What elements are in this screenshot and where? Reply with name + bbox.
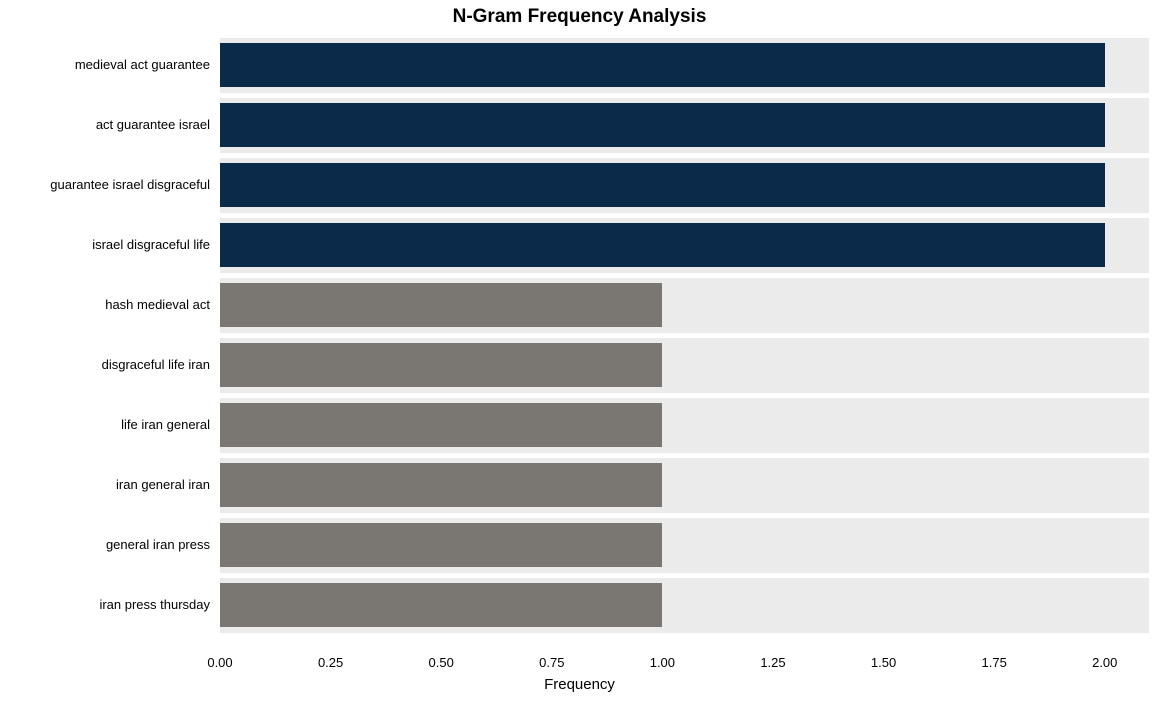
chart-title: N-Gram Frequency Analysis bbox=[0, 6, 1159, 28]
bar bbox=[220, 163, 1105, 207]
x-tick-label: 1.50 bbox=[871, 655, 896, 670]
bar bbox=[220, 223, 1105, 267]
x-tick-label: 0.50 bbox=[429, 655, 454, 670]
y-tick-label: iran general iran bbox=[0, 477, 210, 492]
y-tick-label: act guarantee israel bbox=[0, 117, 210, 132]
y-tick-label: general iran press bbox=[0, 537, 210, 552]
bar bbox=[220, 283, 662, 327]
y-tick-label: guarantee israel disgraceful bbox=[0, 177, 210, 192]
x-tick-label: 0.25 bbox=[318, 655, 343, 670]
x-tick-label: 2.00 bbox=[1092, 655, 1117, 670]
bar bbox=[220, 403, 662, 447]
x-tick-label: 0.75 bbox=[539, 655, 564, 670]
x-tick-label: 1.25 bbox=[760, 655, 785, 670]
ngram-frequency-chart: N-Gram Frequency Analysis medieval act g… bbox=[0, 0, 1159, 701]
y-tick-label: israel disgraceful life bbox=[0, 237, 210, 252]
bar bbox=[220, 343, 662, 387]
bar bbox=[220, 523, 662, 567]
bar bbox=[220, 583, 662, 627]
y-tick-label: disgraceful life iran bbox=[0, 357, 210, 372]
bar bbox=[220, 463, 662, 507]
plot-area bbox=[220, 35, 1149, 635]
x-tick-label: 1.00 bbox=[650, 655, 675, 670]
x-tick-label: 0.00 bbox=[207, 655, 232, 670]
bar bbox=[220, 103, 1105, 147]
x-tick-label: 1.75 bbox=[982, 655, 1007, 670]
bar bbox=[220, 43, 1105, 87]
x-axis-title: Frequency bbox=[0, 676, 1159, 693]
y-tick-label: life iran general bbox=[0, 417, 210, 432]
y-tick-label: hash medieval act bbox=[0, 297, 210, 312]
y-tick-label: iran press thursday bbox=[0, 597, 210, 612]
y-tick-label: medieval act guarantee bbox=[0, 57, 210, 72]
